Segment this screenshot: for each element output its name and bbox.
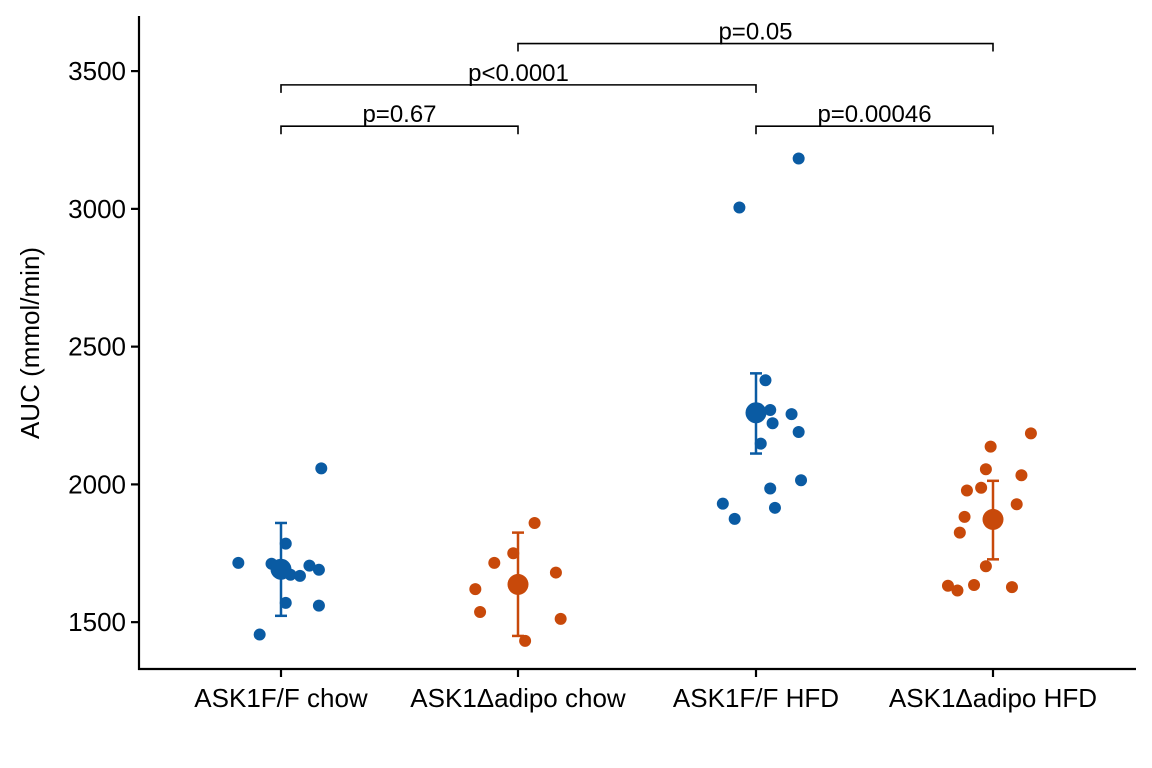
p-value-label: p=0.05 [718,19,792,46]
data-point [279,596,292,609]
data-point [958,510,971,523]
x-category-label: ASK1Δadipo chow [410,683,626,713]
data-point [554,612,567,625]
data-point [488,556,501,569]
p-value-label: p=0.67 [362,101,436,128]
comparison-bracket [755,125,994,135]
data-point [960,484,973,497]
data-point [315,462,328,475]
data-point [764,482,777,495]
mean-point [270,558,292,580]
data-point [979,560,992,573]
data-point [1024,427,1037,440]
comparison-bracket [280,125,519,135]
data-point [312,599,325,612]
data-point [979,463,992,476]
mean-point [745,402,767,424]
x-category-label: ASK1F/F HFD [673,683,839,713]
x-ticks: ASK1F/F chow ASK1Δadipo chow ASK1F/F HFD AS… [194,669,1097,713]
y-tick-label: 3500 [68,56,126,86]
x-category-label: ASK1F/F chow [194,683,368,713]
data-point [768,501,781,514]
data-point [766,417,779,430]
data-point [795,474,808,487]
data-point [1010,498,1023,511]
data-point [519,634,532,647]
significance-brackets: p=0.67 p<0.0001 p=0.00046 p=0.05 [280,19,994,135]
x-category-label: ASK1Δadipo HFD [889,683,1097,713]
p-value-label: p=0.00046 [817,101,931,128]
data-point [293,569,306,582]
data-point [733,201,746,214]
data-point [754,437,767,450]
data-point [232,556,245,569]
data-point [764,404,777,417]
data-point [279,537,292,550]
data-point [469,583,482,596]
group-summaries [270,372,1004,638]
p-value-label: p<0.0001 [468,60,569,87]
data-point [303,559,316,572]
data-point [507,547,520,560]
comparison-bracket [517,42,994,52]
data-point [1005,581,1018,594]
data-point [941,579,954,592]
data-point [728,512,741,525]
data-points [232,152,1037,647]
data-point [1015,469,1028,482]
data-point [953,526,966,539]
data-point [984,440,997,453]
y-axis-title: AUC (mmol/min) [15,247,45,439]
axes [137,16,1136,671]
data-point [792,426,805,439]
y-ticks: 1500 2000 2500 3000 3500 [68,56,139,637]
data-point [474,605,487,618]
data-point [975,481,988,494]
data-point [792,152,805,165]
data-point [253,628,266,641]
data-point [968,578,981,591]
y-tick-label: 1500 [68,607,126,637]
mean-point [507,573,529,595]
y-tick-label: 3000 [68,194,126,224]
data-point [549,566,562,579]
y-tick-label: 2500 [68,332,126,362]
data-point [528,516,541,529]
y-tick-label: 2000 [68,469,126,499]
mean-point [982,508,1004,530]
data-point [759,374,772,387]
comparison-bracket [280,84,757,93]
data-point [716,497,729,510]
data-point [785,408,798,421]
data-point [951,584,964,597]
data-point [312,563,325,576]
